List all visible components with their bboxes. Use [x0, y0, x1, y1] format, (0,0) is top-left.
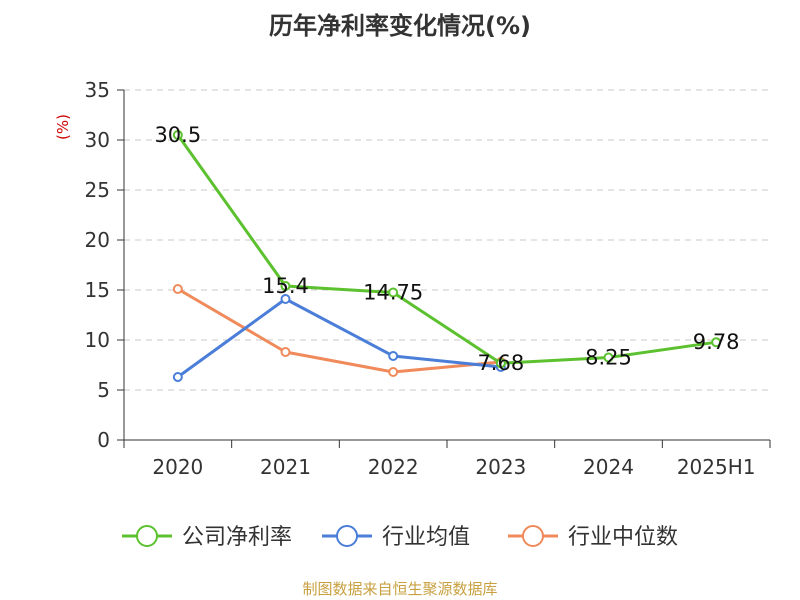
legend-label: 行业均值 — [382, 525, 470, 550]
y-tick-label: 5 — [97, 378, 110, 402]
y-tick-label: 30 — [85, 128, 110, 152]
data-point — [711, 337, 722, 348]
data-label: 30.5 — [154, 123, 201, 147]
legend-label: 公司净利率 — [182, 525, 292, 550]
data-point — [172, 284, 183, 294]
data-label: 15.4 — [262, 274, 309, 298]
data-label: 9.78 — [693, 330, 740, 354]
data-point — [280, 281, 291, 291]
y-tick-label: 20 — [85, 228, 110, 252]
series-line — [177, 287, 501, 374]
chart-title: 历年净利率变化情况(%) — [269, 12, 531, 40]
data-label: 14.75 — [363, 281, 423, 305]
y-tick-label: 35 — [85, 78, 110, 102]
series-line — [176, 134, 717, 365]
data-point — [280, 294, 291, 304]
data-point — [388, 287, 399, 298]
data-label: 8.25 — [585, 346, 632, 370]
x-tick-label: 2021 — [260, 455, 311, 479]
y-tick-label: 10 — [85, 328, 110, 352]
x-tick-label: 2022 — [368, 455, 419, 479]
source-note: 制图数据来自恒生聚源数据库 — [302, 580, 498, 598]
data-point — [388, 367, 399, 377]
legend-marker — [336, 525, 358, 547]
y-tick-label: 0 — [97, 428, 110, 452]
data-point — [172, 372, 183, 382]
data-label: 7.68 — [477, 351, 524, 375]
data-point — [495, 358, 506, 369]
x-tick-label: 2025H1 — [677, 455, 756, 479]
y-tick-label: 15 — [85, 278, 110, 302]
data-point — [280, 347, 291, 357]
x-tick-label: 2024 — [583, 455, 634, 479]
x-tick-label: 2023 — [475, 455, 526, 479]
legend-label: 行业中位数 — [568, 525, 678, 550]
data-point — [388, 351, 399, 361]
legend-marker — [522, 525, 544, 547]
x-tick-label: 2020 — [152, 455, 203, 479]
y-axis-unit: (%) — [54, 114, 72, 140]
y-tick-label: 25 — [85, 178, 110, 202]
legend-marker — [136, 525, 158, 547]
data-point — [172, 130, 183, 140]
series-line — [176, 297, 501, 379]
data-point — [603, 352, 614, 363]
